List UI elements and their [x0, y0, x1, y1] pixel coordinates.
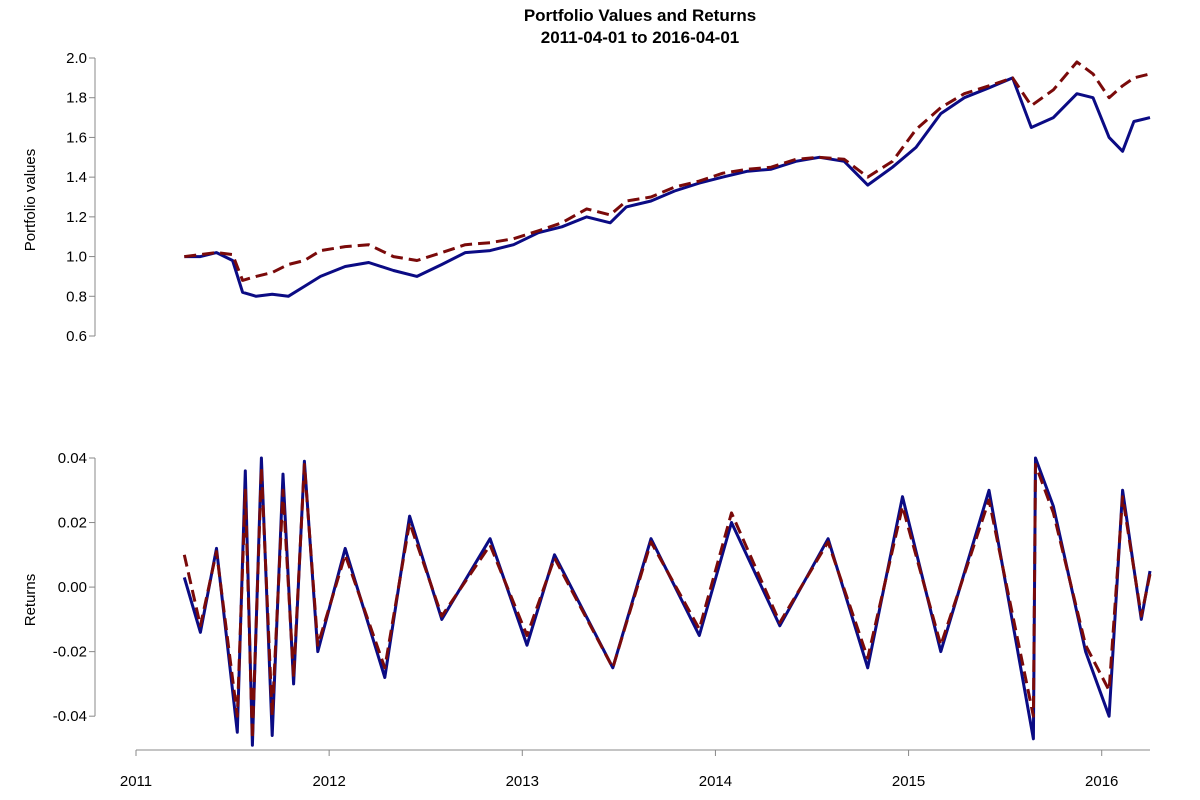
y-tick-label: 1.8 [66, 90, 87, 107]
series-line-2 [182, 463, 1152, 741]
portfolio-values-y-label: Portfolio values [22, 149, 39, 252]
returns-y-label: Returns [22, 574, 39, 627]
y-tick-label: -0.02 [53, 644, 87, 661]
series-line-2 [184, 60, 1151, 282]
y-tick-label: 0.02 [58, 515, 87, 532]
y-tick-label: 1.0 [66, 249, 87, 266]
x-axis: 2011 2012 2013 2014 2015 2016 [120, 749, 1150, 790]
y-tick-label: 0.6 [66, 328, 87, 345]
x-tick-label: 2011 [120, 773, 152, 790]
chart-title: Portfolio Values and Returns [524, 6, 756, 25]
y-tick-label: 0.00 [58, 579, 87, 596]
series-line-1 [184, 76, 1151, 298]
x-tick-label: 2015 [892, 773, 925, 790]
x-tick-label: 2014 [699, 773, 732, 790]
y-tick-label: 0.04 [58, 450, 87, 467]
y-tick-label: -0.04 [53, 708, 87, 725]
y-tick-label: 1.6 [66, 129, 87, 146]
returns-panel: Returns -0.04 -0.02 0.00 0.02 0.04 [22, 450, 1152, 747]
chart-subtitle: 2011-04-01 to 2016-04-01 [541, 28, 739, 47]
portfolio-values-panel: Portfolio values 0.6 0.8 1.0 1.2 1.4 1.6 1.8 2.… [22, 50, 1151, 345]
x-tick-label: 2013 [506, 773, 539, 790]
y-tick-label: 0.8 [66, 288, 87, 305]
series-line-1 [182, 456, 1152, 747]
y-tick-label: 1.4 [66, 169, 87, 186]
y-tick-label: 1.2 [66, 209, 87, 226]
x-tick-label: 2016 [1085, 773, 1118, 790]
x-tick-label: 2012 [312, 773, 345, 790]
y-tick-label: 2.0 [66, 50, 87, 67]
